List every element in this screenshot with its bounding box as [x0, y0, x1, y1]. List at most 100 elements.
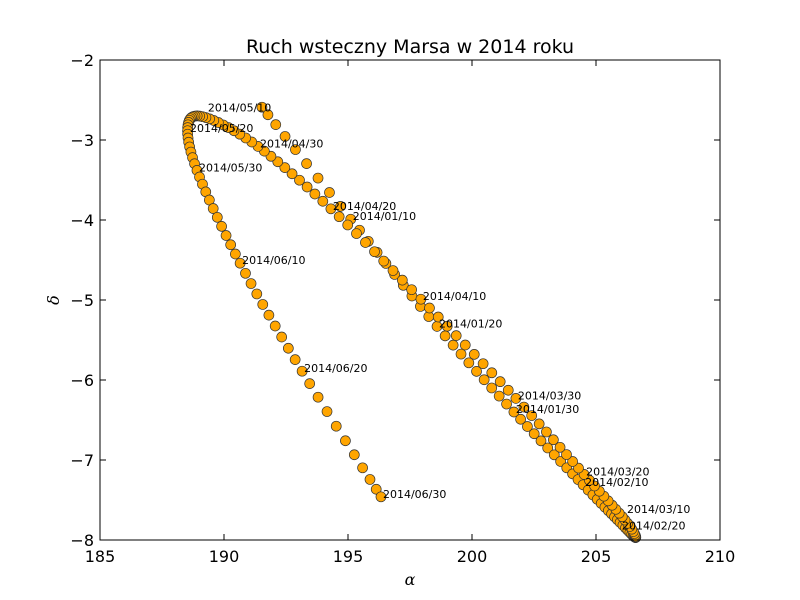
data-point [289, 354, 301, 365]
axis-ticks: 185 190 195 200 205 210 −2 −3 −4 −5 −6 −7 −8 [70, 51, 735, 566]
data-point [325, 203, 337, 215]
annotations: 2014/01/10 2014/01/20 2014/01/30 2014/02/10… [190, 102, 690, 533]
data-point [240, 267, 251, 279]
data-point [561, 449, 572, 460]
data-point [387, 265, 399, 276]
date-annotation: 2014/06/10 [242, 254, 305, 267]
data-point [406, 284, 417, 296]
data-point [333, 211, 345, 223]
data-point [535, 435, 547, 447]
data-point [486, 382, 498, 394]
data-point [286, 168, 298, 180]
data-point [317, 195, 329, 207]
date-annotation: 2014/04/30 [260, 137, 323, 150]
y-tick-label: −7 [70, 451, 94, 470]
data-point [263, 309, 275, 321]
data-point [340, 435, 351, 447]
data-point [321, 406, 333, 417]
data-point [515, 413, 526, 425]
data-point [510, 393, 522, 404]
data-point [294, 174, 305, 186]
data-point [360, 237, 371, 248]
data-point [257, 299, 269, 310]
date-annotation: 2014/02/20 [622, 519, 685, 532]
y-tick-label: −5 [70, 291, 94, 310]
data-point [528, 428, 540, 440]
data-point [567, 456, 578, 467]
data-point [494, 376, 506, 388]
x-tick-label: 210 [705, 547, 736, 566]
data-point [351, 228, 362, 239]
data-point [309, 188, 321, 200]
data-point [211, 211, 223, 223]
data-point [369, 246, 380, 258]
data-point [279, 131, 291, 142]
data-point [441, 320, 453, 332]
data-point [501, 398, 512, 410]
y-tick-label: −3 [70, 131, 94, 150]
data-point [468, 349, 480, 360]
data-point [396, 274, 408, 286]
data-point [251, 288, 263, 300]
data-point [370, 483, 382, 495]
data-point [364, 474, 376, 485]
date-annotation: 2014/01/20 [439, 317, 502, 330]
data-point [304, 378, 316, 389]
data-point [526, 410, 538, 421]
date-annotation: 2014/05/30 [199, 161, 262, 174]
data-point [330, 420, 342, 432]
data-point [324, 187, 335, 198]
data-point [463, 357, 475, 369]
data-point [518, 401, 530, 413]
data-point [502, 384, 514, 396]
data-point [207, 203, 219, 214]
data-point [432, 311, 444, 323]
date-annotation: 2014/04/10 [423, 290, 486, 303]
data-point [220, 230, 232, 241]
date-annotation: 2014/06/30 [383, 488, 446, 501]
date-annotation: 2014/03/30 [518, 389, 581, 402]
data-point [256, 101, 268, 113]
date-annotation: 2014/04/20 [333, 200, 396, 213]
data-point [290, 144, 301, 155]
data-point [508, 406, 520, 418]
data-point [548, 449, 560, 461]
data-point [262, 109, 274, 121]
y-tick-label: −8 [70, 531, 94, 550]
data-point [301, 181, 313, 193]
data-point [486, 367, 498, 379]
y-tick-label: −2 [70, 51, 94, 70]
data-point [270, 119, 282, 131]
plot-area [182, 101, 642, 543]
data-point [276, 331, 288, 343]
y-axis-label: δ [44, 295, 63, 305]
date-annotation: 2014/05/20 [190, 122, 253, 135]
x-tick-label: 205 [581, 547, 612, 566]
data-point [477, 358, 489, 370]
data-point [357, 462, 368, 474]
data-point [447, 339, 459, 351]
data-point [533, 418, 545, 430]
data-point [439, 330, 451, 342]
data-point [471, 366, 482, 377]
data-point [541, 426, 552, 438]
data-point [554, 441, 566, 453]
data-point [478, 374, 490, 386]
data-point [375, 491, 387, 503]
data-point [459, 339, 471, 351]
chart-title: Ruch wsteczny Marsa w 2014 roku [246, 36, 574, 58]
data-point [415, 293, 427, 305]
data-point [269, 320, 281, 332]
data-point [455, 348, 467, 360]
date-annotation: 2014/06/20 [304, 362, 367, 375]
x-tick-label: 200 [457, 547, 488, 566]
data-point [342, 219, 354, 231]
x-tick-label: 195 [333, 547, 364, 566]
date-annotation: 2014/03/10 [627, 503, 690, 516]
data-point [301, 158, 312, 169]
y-tick-label: −6 [70, 371, 94, 390]
date-annotation: 2014/02/10 [585, 476, 648, 489]
data-point [225, 239, 237, 251]
